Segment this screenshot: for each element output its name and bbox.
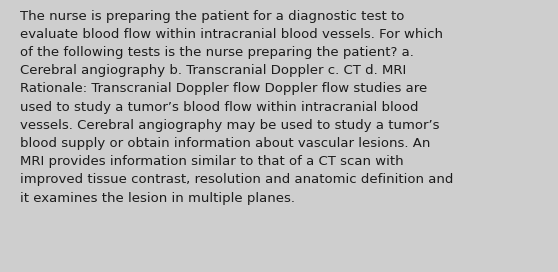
Text: The nurse is preparing the patient for a diagnostic test to
evaluate blood flow : The nurse is preparing the patient for a… xyxy=(20,10,454,205)
